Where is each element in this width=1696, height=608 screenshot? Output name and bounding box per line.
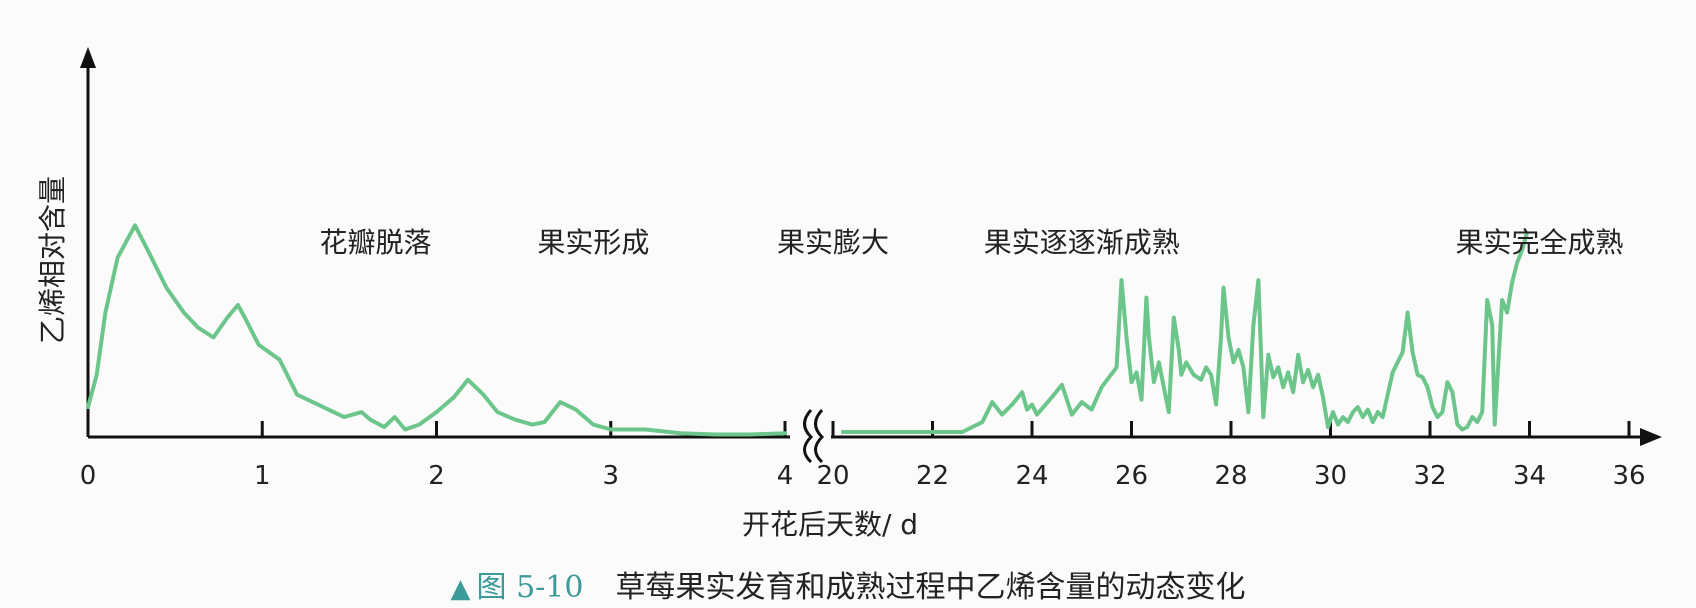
x-tick-label: 3 bbox=[602, 461, 619, 491]
stage-label: 果实逐逐渐成熟 bbox=[984, 226, 1180, 259]
triangle-icon: ▲ bbox=[451, 574, 471, 604]
x-axis-arrow bbox=[1640, 428, 1662, 446]
series-line-right bbox=[843, 233, 1527, 432]
x-tick-label: 0 bbox=[80, 461, 97, 491]
x-tick-label: 34 bbox=[1513, 461, 1546, 491]
ticks bbox=[88, 421, 1629, 437]
x-tick-label: 30 bbox=[1314, 461, 1347, 491]
x-tick-label: 4 bbox=[777, 461, 794, 491]
x-axis-label: 开花后天数/ d bbox=[742, 508, 918, 541]
x-tick-label: 1 bbox=[254, 461, 271, 491]
stage-label: 果实完全成熟 bbox=[1455, 226, 1623, 259]
x-tick-label: 26 bbox=[1115, 461, 1148, 491]
figure-number: 图 5-10 bbox=[477, 570, 584, 605]
x-tick-label: 20 bbox=[816, 461, 849, 491]
axis-break-mark bbox=[805, 410, 823, 462]
chart-title: 草莓果实发育和成熟过程中乙烯含量的动态变化 bbox=[615, 570, 1245, 605]
figure-caption: ▲ 图 5-10 草莓果实发育和成熟过程中乙烯含量的动态变化 bbox=[0, 562, 1696, 606]
stage-label: 花瓣脱落 bbox=[320, 226, 432, 259]
tick-labels: 0 1 2 3 4 20 22 24 26 28 30 32 34 36 bbox=[80, 461, 1646, 491]
x-tick-label: 36 bbox=[1612, 461, 1645, 491]
stage-labels: 花瓣脱落 果实形成 果实膨大 果实逐逐渐成熟 果实完全成熟 bbox=[320, 226, 1624, 259]
y-axis-label: 乙烯相对含量 bbox=[36, 176, 69, 344]
y-axis-arrow bbox=[80, 47, 96, 68]
x-tick-label: 32 bbox=[1413, 461, 1446, 491]
series-line-left bbox=[88, 225, 785, 434]
x-tick-label: 24 bbox=[1015, 461, 1048, 491]
stage-label: 果实形成 bbox=[537, 226, 649, 259]
stage-label: 果实膨大 bbox=[777, 226, 889, 259]
x-tick-label: 22 bbox=[916, 461, 949, 491]
x-tick-label: 2 bbox=[428, 461, 445, 491]
x-tick-label: 28 bbox=[1214, 461, 1247, 491]
